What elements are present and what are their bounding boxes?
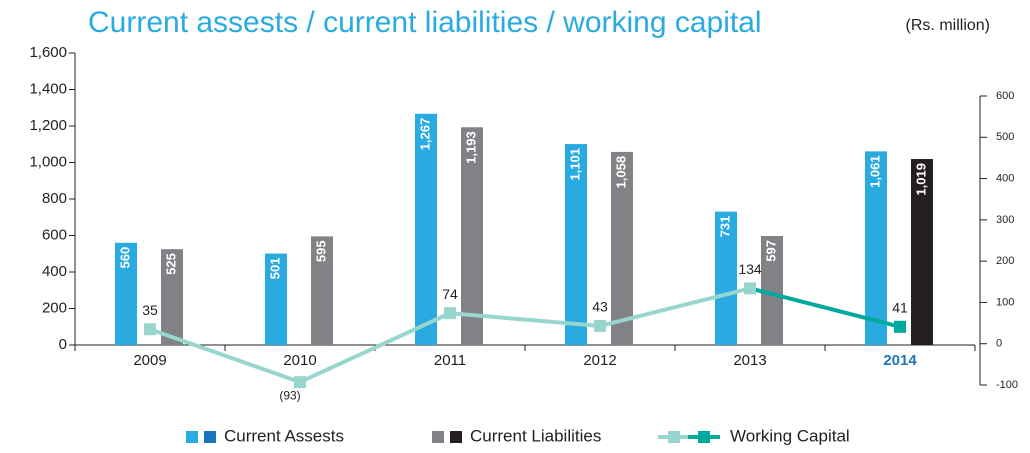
bar (415, 113, 437, 346)
x-tick-label: 2010 (283, 352, 316, 369)
y2-tick-label y2: -100 (996, 379, 1018, 391)
bar-value-label: 560 (117, 247, 132, 269)
y-tick-label: 200 (42, 299, 67, 316)
y-tick-label: 0 (59, 336, 67, 353)
y2-tick-label y2: 0 (996, 338, 1002, 350)
line-marker (294, 376, 306, 389)
line-marker (144, 323, 156, 336)
bar (161, 249, 183, 345)
bar (565, 144, 587, 345)
bar (265, 253, 287, 345)
line-marker (744, 282, 756, 295)
bar (715, 211, 737, 345)
legend-swatch (668, 431, 680, 443)
bar-value-label: 501 (267, 258, 282, 280)
line-marker (444, 307, 456, 320)
chart-title: Current assests / current liabilities / … (88, 6, 762, 39)
y2-tick-label y2: 300 (996, 214, 1014, 226)
y-tick-label: 1,200 (29, 117, 67, 134)
line-value-label: 35 (142, 302, 158, 318)
bar-value-label: 1,058 (613, 156, 628, 189)
legend-swatch (698, 431, 710, 443)
bar-value-label: 1,101 (567, 148, 582, 181)
line-value-label: 43 (592, 299, 608, 315)
bar-value-label: 1,061 (867, 155, 882, 188)
bar (461, 127, 483, 345)
legend-swatch (186, 431, 198, 443)
bar-value-label: 595 (313, 240, 328, 262)
line-value-label: 134 (738, 261, 762, 277)
bar-value-label: 1,193 (463, 131, 478, 164)
legend-label: Current Liabilities (470, 426, 601, 445)
x-tick-label: 2011 (434, 352, 466, 369)
bar (865, 151, 887, 345)
y-tick-label: 1,600 (29, 44, 67, 61)
y2-tick-label y2: 200 (996, 255, 1014, 267)
legend-swatch (204, 431, 216, 443)
y-tick-label: 1,000 (29, 153, 67, 170)
line-highlight (749, 286, 901, 329)
y-tick-label: 1,400 (29, 80, 67, 97)
x-tick-label: 2014 (883, 352, 917, 369)
line-marker (594, 319, 606, 332)
legend-label: Current Assests (224, 426, 344, 445)
legend-swatch (450, 431, 462, 443)
x-tick-label: 2013 (733, 352, 766, 369)
y2-tick-label y2: 600 (996, 90, 1014, 102)
y-tick-label: 400 (42, 263, 67, 280)
line-value-label: 41 (892, 299, 908, 315)
bar-value-label: 731 (717, 216, 732, 238)
y2-tick-label y2: 100 (996, 296, 1014, 308)
bar-value-label: 1,019 (913, 163, 928, 196)
x-tick-label: 2012 (583, 352, 616, 369)
legend-label: Working Capital (730, 426, 850, 445)
bar-value-label: 597 (763, 240, 778, 262)
legend-swatch (432, 431, 444, 443)
y-tick-label: 800 (42, 190, 67, 207)
bar-value-label: 525 (163, 253, 178, 275)
bar (761, 236, 783, 345)
bar (911, 159, 933, 345)
bar (611, 151, 633, 345)
bar (115, 242, 137, 345)
bar-value-label: 1,267 (417, 118, 432, 151)
unit-label: (Rs. million) (906, 17, 990, 34)
line-value-label: (93) (279, 388, 300, 402)
x-tick-label: 2009 (133, 352, 166, 369)
line-marker (894, 320, 906, 333)
line-value-label: 74 (442, 286, 458, 302)
y-tick-label: 600 (42, 226, 67, 243)
y2-tick-label y2: 400 (996, 172, 1014, 184)
bar (311, 236, 333, 345)
y2-tick-label y2: 500 (996, 131, 1014, 143)
